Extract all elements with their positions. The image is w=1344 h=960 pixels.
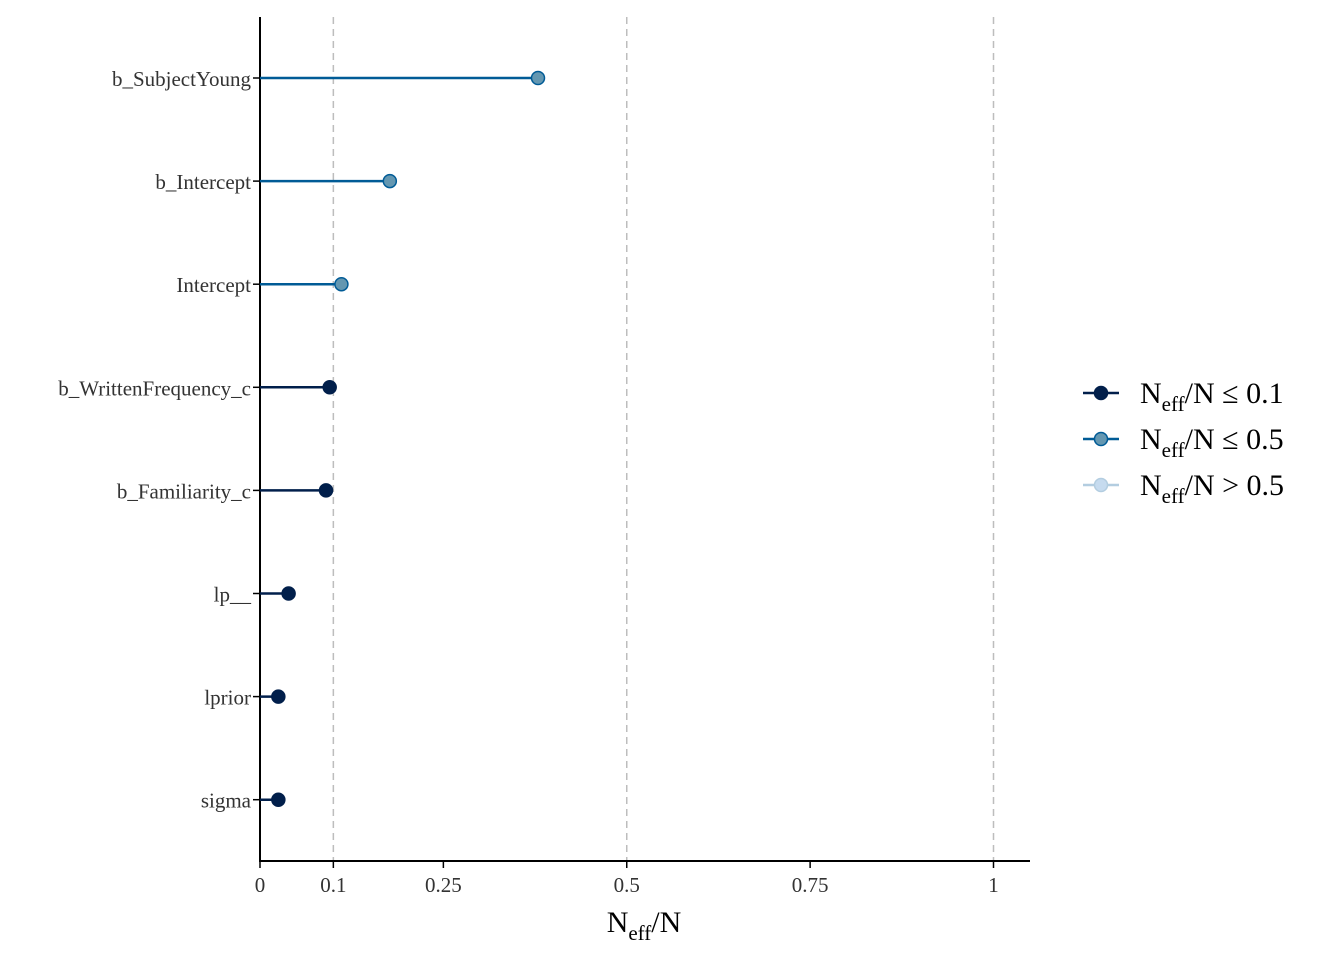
- legend-label: Neff/N ≤ 0.1: [1140, 377, 1284, 416]
- lollipop-point: [271, 792, 286, 807]
- lollipop-point: [530, 70, 546, 86]
- x-tick-label: 0.5: [614, 873, 640, 897]
- x-tick-label: 1: [988, 873, 999, 897]
- y-tick-label: lp__: [214, 583, 252, 607]
- x-tick-label: 0.25: [425, 873, 462, 897]
- lollipop-point: [281, 586, 296, 601]
- data-marks: [260, 70, 546, 807]
- y-axis-ticks: b_SubjectYoung b_Intercept Intercept b_Writ…: [58, 67, 260, 813]
- x-axis-title: Neff/N: [607, 906, 682, 945]
- legend-label: Neff/N ≤ 0.5: [1140, 423, 1284, 462]
- lollipop-point: [322, 380, 337, 395]
- y-tick-label: Intercept: [176, 273, 251, 297]
- lollipop-point: [271, 689, 286, 704]
- legend: Neff/N ≤ 0.1 Neff/N ≤ 0.5 Neff/N > 0.5: [1083, 377, 1284, 508]
- axes: [259, 17, 1030, 862]
- x-axis-ticks: 0 0.1 0.25 0.5 0.75 1: [255, 861, 999, 897]
- y-tick-label: sigma: [201, 789, 252, 813]
- reference-lines: [332, 17, 995, 860]
- legend-key-point: [1093, 431, 1109, 447]
- x-tick-label: 0: [255, 873, 266, 897]
- lollipop-point: [334, 276, 349, 292]
- y-tick-label: lprior: [204, 686, 251, 710]
- legend-label: Neff/N > 0.5: [1140, 469, 1284, 508]
- legend-key-point: [1093, 477, 1109, 493]
- legend-key-point: [1093, 385, 1109, 401]
- x-tick-label: 0.1: [320, 873, 346, 897]
- y-tick-label: b_Intercept: [155, 170, 251, 194]
- lollipop-point: [318, 483, 334, 498]
- lollipop-point: [382, 173, 398, 189]
- x-tick-label: 0.75: [792, 873, 829, 897]
- y-tick-label: b_SubjectYoung: [112, 67, 252, 91]
- y-tick-label: b_Familiarity_c: [117, 479, 251, 503]
- y-tick-label: b_WrittenFrequency_c: [58, 376, 251, 400]
